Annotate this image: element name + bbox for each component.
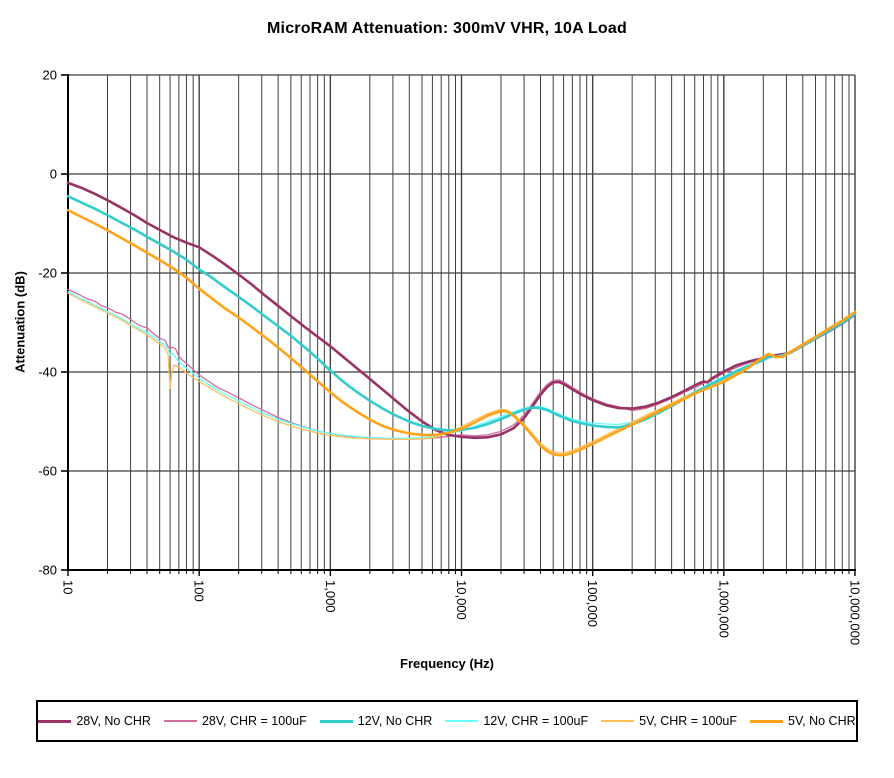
- y-tick-label: -60: [38, 464, 57, 479]
- legend-label: 28V, CHR = 100uF: [201, 714, 307, 728]
- x-axis-title: Frequency (Hz): [400, 656, 494, 671]
- x-tick-label: 100,000: [585, 580, 600, 627]
- legend-item: 12V, No CHR: [319, 714, 433, 728]
- legend-line-swatch: [38, 719, 72, 723]
- legend-line-swatch: [319, 719, 353, 723]
- legend-label: 5V, No CHR: [788, 714, 856, 728]
- x-tick-label: 100: [192, 580, 207, 602]
- y-tick-label: -20: [38, 266, 57, 281]
- legend-item: 28V, CHR = 100uF: [163, 714, 307, 728]
- series-line-5v-no-chr: [66, 208, 857, 457]
- legend: 28V, No CHR 28V, CHR = 100uF 12V, No CHR 12…: [36, 700, 858, 742]
- series-line-28v-no-chr: [66, 181, 857, 440]
- legend-item: 5V, CHR = 100uF: [601, 714, 737, 728]
- y-tick-label: 0: [50, 167, 57, 182]
- x-tick-label: 1,000,000: [716, 580, 731, 638]
- chart-title: MicroRAM Attenuation: 300mV VHR, 10A Loa…: [267, 20, 627, 37]
- legend-item: 5V, No CHR: [750, 714, 856, 728]
- legend-item: 28V, No CHR: [38, 714, 151, 728]
- legend-item: 12V, CHR = 100uF: [445, 714, 588, 728]
- legend-label: 12V, CHR = 100uF: [483, 714, 589, 728]
- x-tick-label: 1,000: [323, 580, 338, 613]
- legend-label: 12V, No CHR: [357, 714, 433, 728]
- legend-line-swatch: [601, 720, 635, 722]
- x-tick-label: 10: [61, 580, 76, 594]
- legend-line-swatch: [750, 719, 783, 723]
- y-tick-label: 20: [43, 68, 57, 83]
- y-tick-label: -80: [38, 563, 57, 578]
- legend-label: 5V, CHR = 100uF: [639, 714, 737, 728]
- legend-line-swatch: [163, 720, 197, 722]
- legend-line-swatch: [445, 720, 479, 722]
- y-tick-label: -40: [38, 365, 57, 380]
- series-line-12v-no-chr: [66, 195, 857, 432]
- y-axis-title: Attenuation (dB): [12, 271, 28, 373]
- x-tick-label: 10,000: [454, 580, 469, 620]
- x-tick-label: 10,000,000: [848, 580, 863, 645]
- legend-label: 28V, No CHR: [76, 714, 151, 728]
